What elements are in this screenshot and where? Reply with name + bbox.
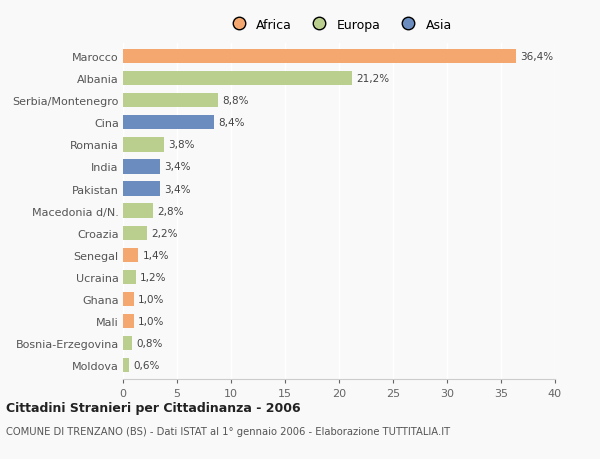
Bar bbox=[123, 292, 134, 307]
Bar bbox=[123, 358, 130, 373]
Legend: Africa, Europa, Asia: Africa, Europa, Asia bbox=[223, 16, 455, 34]
Text: 2,8%: 2,8% bbox=[158, 206, 184, 216]
Bar bbox=[123, 94, 218, 108]
Bar bbox=[123, 50, 516, 64]
Text: 36,4%: 36,4% bbox=[520, 52, 554, 62]
Bar bbox=[123, 226, 147, 241]
Text: 3,4%: 3,4% bbox=[164, 162, 191, 172]
Bar bbox=[123, 248, 138, 263]
Text: 8,8%: 8,8% bbox=[223, 96, 249, 106]
Text: 1,2%: 1,2% bbox=[140, 272, 167, 282]
Text: 3,8%: 3,8% bbox=[169, 140, 195, 150]
Text: 1,0%: 1,0% bbox=[138, 316, 164, 326]
Bar bbox=[123, 270, 136, 285]
Text: 1,0%: 1,0% bbox=[138, 294, 164, 304]
Bar bbox=[123, 116, 214, 130]
Text: 0,6%: 0,6% bbox=[134, 360, 160, 370]
Bar bbox=[123, 336, 131, 351]
Text: 2,2%: 2,2% bbox=[151, 228, 178, 238]
Text: 8,4%: 8,4% bbox=[218, 118, 245, 128]
Text: COMUNE DI TRENZANO (BS) - Dati ISTAT al 1° gennaio 2006 - Elaborazione TUTTITALI: COMUNE DI TRENZANO (BS) - Dati ISTAT al … bbox=[6, 426, 450, 436]
Bar bbox=[123, 182, 160, 196]
Text: 0,8%: 0,8% bbox=[136, 338, 163, 348]
Text: 21,2%: 21,2% bbox=[356, 74, 389, 84]
Bar bbox=[123, 138, 164, 152]
Text: 3,4%: 3,4% bbox=[164, 184, 191, 194]
Text: 1,4%: 1,4% bbox=[142, 250, 169, 260]
Bar bbox=[123, 204, 153, 218]
Bar bbox=[123, 72, 352, 86]
Text: Cittadini Stranieri per Cittadinanza - 2006: Cittadini Stranieri per Cittadinanza - 2… bbox=[6, 401, 301, 414]
Bar bbox=[123, 160, 160, 174]
Bar bbox=[123, 314, 134, 329]
